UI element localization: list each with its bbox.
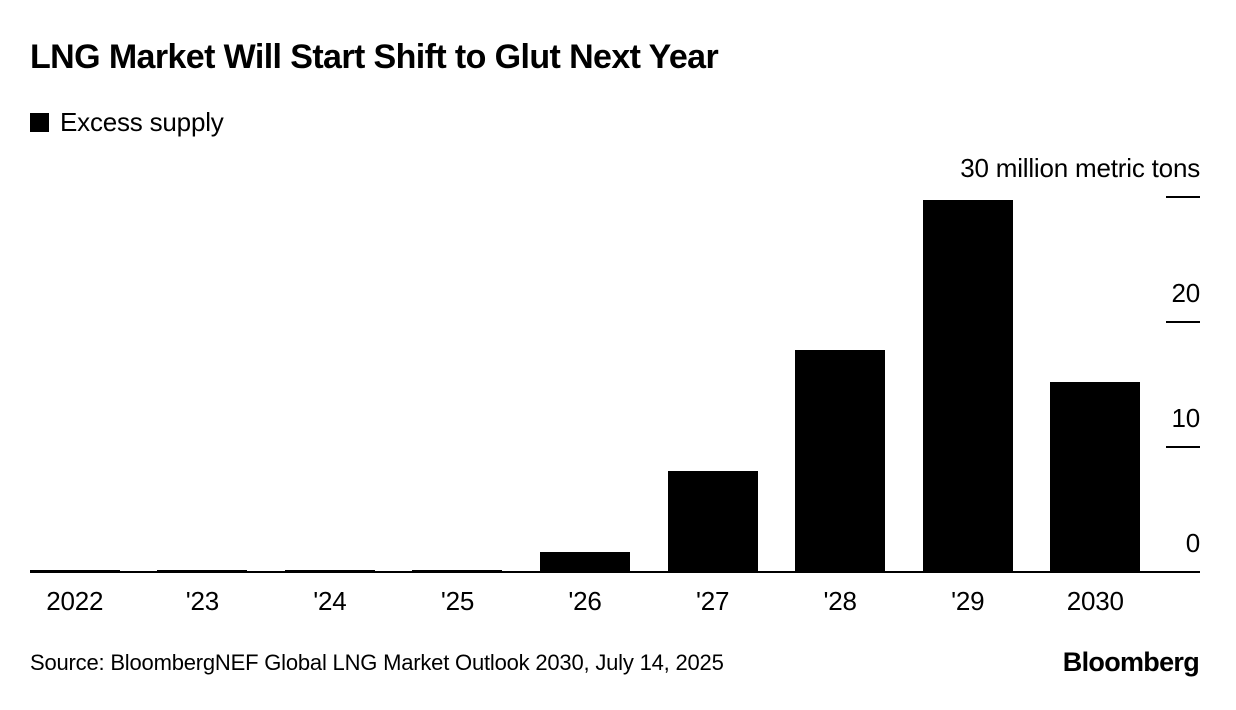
bar-slot-26 [521,198,649,573]
x-tick-label-28: '28 [823,586,857,616]
x-tick-label-26: '26 [568,586,602,616]
x-tick-label-24: '24 [313,586,347,616]
legend-swatch-icon [30,113,49,132]
y-tick-label-10: 10 [1171,403,1200,433]
bar-slot-29 [904,198,1032,573]
bar-2030 [1050,382,1141,573]
bar-28 [795,350,886,573]
x-tick-label-27: '27 [695,586,730,616]
legend-label: Excess supply [60,107,224,137]
y-tick-label-0: 0 [1185,528,1200,558]
bar-slot-2022 [11,198,139,573]
x-tick-label-2030: 2030 [1066,586,1124,616]
bar-slot-24 [266,198,394,573]
y-tick-mark-30 [1166,196,1200,198]
y-tick-label-30: 30 million metric tons [960,153,1200,183]
x-tick-label-25: '25 [440,586,475,616]
y-tick-mark-10 [1166,446,1200,448]
bar-27 [667,471,758,573]
legend: Excess supply [30,107,224,138]
bar-slot-2030 [1032,198,1160,573]
source-note: Source: BloombergNEF Global LNG Market O… [30,650,724,675]
bloomberg-logo: Bloomberg [1062,647,1200,677]
bars-container [11,198,1159,573]
bar-slot-23 [139,198,267,573]
x-axis-line [30,571,1200,573]
bar-slot-27 [649,198,777,573]
x-tick-label-23: '23 [185,586,219,616]
y-tick-mark-20 [1166,321,1200,323]
x-axis-labels: 2022 '23 '24 '25 '26 '27 '28 '29 2030 [11,586,1159,617]
chart-title: LNG Market Will Start Shift to Glut Next… [30,38,719,76]
y-tick-label-20: 20 [1171,278,1200,308]
bar-29 [922,200,1013,573]
x-tick-label-2022: 2022 [46,586,104,616]
x-tick-label-29: '29 [951,586,985,616]
bar-26 [540,552,631,573]
bar-slot-25 [394,198,522,573]
bar-slot-28 [776,198,904,573]
